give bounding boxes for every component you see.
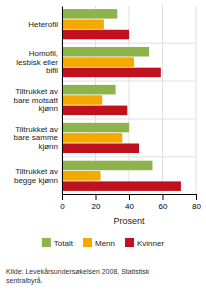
- y-tick: Tiltrukket avbegge kjønn: [14, 167, 62, 185]
- x-tick: 0: [60, 194, 65, 211]
- bar: [62, 47, 149, 57]
- group-separator: [62, 81, 196, 82]
- y-tick: Tiltrukket avbare sammekjønn: [14, 125, 62, 152]
- grid-line: [162, 6, 163, 194]
- bar: [62, 9, 117, 19]
- x-tick: 20: [92, 194, 101, 211]
- group-separator: [62, 118, 196, 119]
- y-axis: Heterofil Homofil,lesbisk ellerbifil Tiltr…: [14, 7, 63, 195]
- x-tick-mark: [96, 194, 97, 200]
- bar: [62, 181, 181, 191]
- bar: [62, 161, 152, 171]
- y-tick-label: Tiltrukket avbare sammekjønn: [14, 125, 59, 152]
- legend-label: Totalt: [54, 239, 74, 248]
- bar: [62, 143, 139, 153]
- grid-line: [196, 6, 197, 194]
- x-tick-mark: [163, 194, 164, 200]
- bar: [62, 106, 127, 116]
- y-tick: Heterofil: [28, 20, 62, 29]
- y-tick: Homofil,lesbisk ellerbifil: [16, 49, 62, 76]
- group-separator: [62, 43, 196, 44]
- y-tick-label: Heterofil: [28, 20, 58, 29]
- bar: [62, 95, 102, 105]
- grid-line: [62, 6, 63, 194]
- x-axis-line: [63, 195, 197, 201]
- legend-label: Menn: [95, 239, 115, 248]
- x-tick-mark: [62, 194, 63, 200]
- x-tick: 80: [192, 194, 201, 211]
- x-axis: 0 20 40 60 80: [60, 194, 201, 211]
- x-tick-mark: [129, 194, 130, 200]
- bar: [62, 123, 129, 133]
- bar: [62, 57, 134, 67]
- x-tick-label: 20: [92, 202, 101, 211]
- bar: [62, 68, 161, 78]
- x-axis-title: Prosent: [113, 216, 145, 226]
- legend-swatch: [83, 238, 92, 247]
- x-tick-label: 0: [60, 202, 65, 211]
- y-tick-label: Tiltrukket avbegge kjønn: [14, 167, 58, 185]
- bar: [62, 133, 122, 143]
- x-tick-label: 80: [192, 202, 201, 211]
- grid: [62, 6, 196, 194]
- bar: [62, 171, 101, 181]
- legend-item: Menn: [83, 238, 115, 248]
- x-tick-label: 60: [159, 202, 168, 211]
- x-tick-label: 40: [125, 202, 134, 211]
- group-separator: [62, 156, 196, 157]
- bar: [62, 19, 104, 29]
- legend-label: Kvinner: [137, 239, 164, 248]
- source-note: Kilde: Levekårsundersøkelsen 2008, Stati…: [6, 268, 150, 285]
- y-tick: Tiltrukket avbare motsattkjønn: [14, 87, 62, 114]
- x-tick: 60: [159, 194, 168, 211]
- chart: 0 20 40 60 80 Heterofil Homofil,lesbisk ellerb…: [0, 0, 206, 296]
- legend-swatch: [42, 238, 51, 247]
- bars: [62, 9, 181, 191]
- y-tick-label: Homofil,lesbisk ellerbifil: [16, 49, 58, 76]
- y-tick-label: Tiltrukket avbare motsattkjønn: [14, 87, 59, 114]
- y-axis-line: [62, 7, 63, 195]
- legend: Totalt Menn Kvinner: [42, 238, 165, 248]
- x-tick-mark: [196, 194, 197, 200]
- legend-item: Totalt: [42, 238, 74, 248]
- x-tick: 40: [125, 194, 134, 211]
- legend-item: Kvinner: [125, 238, 164, 248]
- bar: [62, 30, 129, 40]
- legend-swatch: [125, 238, 134, 247]
- bar: [62, 85, 116, 95]
- group-separators: [62, 43, 196, 157]
